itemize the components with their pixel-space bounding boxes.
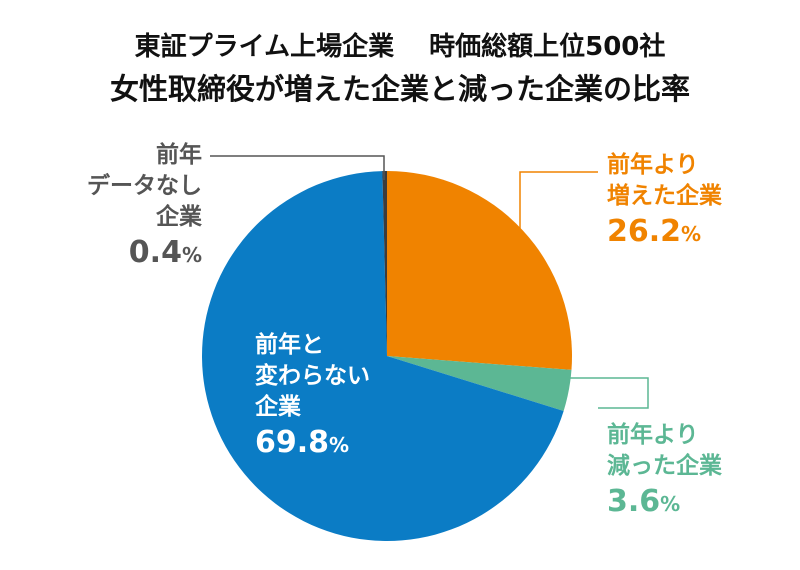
- label-no-data-line-2: データなし: [87, 173, 202, 199]
- label-no-data: 前年 データなし 企業 0.4%: [70, 140, 202, 275]
- slice-no-data: [382, 171, 387, 356]
- label-decreased-value: 3.6%: [607, 484, 681, 519]
- chart-title-line-2: 女性取締役が増えた企業と減った企業の比率: [109, 72, 690, 106]
- chart-title-line-1: 東証プライム上場企業 時価総額上位500社: [134, 32, 666, 62]
- slice-decreased: [387, 356, 572, 411]
- label-decreased-line-1: 前年より: [607, 422, 699, 448]
- label-increased: 前年より 増えた企業 26.2%: [607, 150, 722, 254]
- slice-increased: [387, 171, 573, 370]
- label-unchanged-line-2: 変わらない: [255, 363, 370, 389]
- label-no-data-line-1: 前年: [156, 142, 202, 168]
- label-decreased: 前年より 減った企業 3.6%: [607, 420, 722, 524]
- label-unchanged-line-1: 前年と: [255, 332, 324, 358]
- leader-line-increased: [519, 171, 598, 250]
- label-no-data-line-3: 企業: [156, 204, 202, 230]
- label-decreased-line-2: 減った企業: [607, 453, 722, 479]
- label-increased-value: 26.2%: [607, 214, 702, 249]
- label-increased-line-1: 前年より: [607, 152, 699, 178]
- label-no-data-value: 0.4%: [128, 235, 202, 270]
- leader-line-decreased: [555, 377, 649, 409]
- leader-line-no-data: [210, 155, 385, 180]
- label-increased-line-2: 増えた企業: [607, 183, 722, 209]
- label-unchanged-value: 69.8%: [255, 425, 350, 460]
- slice-unchanged: [202, 171, 564, 542]
- label-unchanged: 前年と 変わらない 企業 69.8%: [255, 330, 370, 465]
- label-unchanged-line-3: 企業: [255, 394, 301, 420]
